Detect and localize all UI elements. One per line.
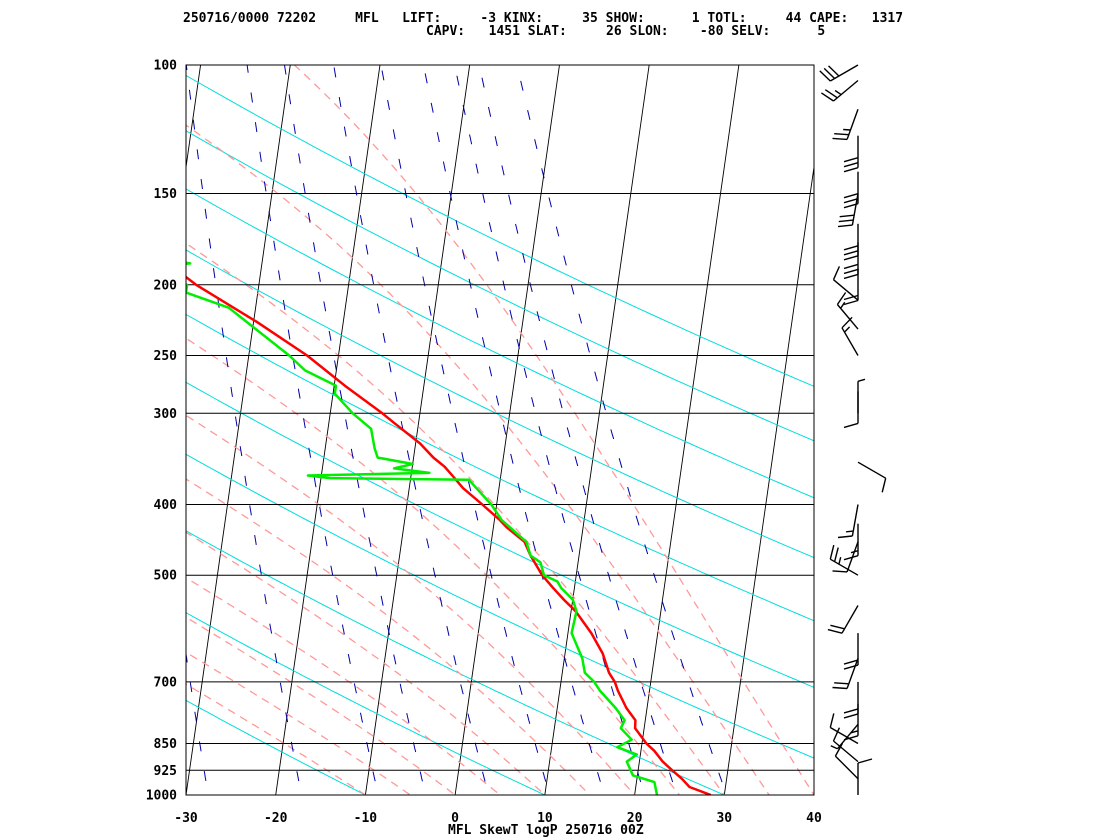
pressure-tick-labels: 100 150 200 250 300 400 500 700 850 925 1000 — [146, 59, 177, 804]
isotherm-line — [0, 49, 24, 811]
mixing-ratio-line — [422, 65, 605, 795]
wind-barb — [834, 743, 859, 780]
dry-adiabat-line — [186, 74, 814, 387]
temperature-tick-label: 10 — [537, 811, 553, 826]
dry-adiabat-line — [186, 530, 726, 795]
pressure-tick-label: 250 — [154, 349, 178, 364]
isotherm-line — [813, 791, 814, 795]
dry-adiabat-line — [186, 612, 547, 795]
wind-barb — [843, 523, 859, 561]
wind-barb — [829, 544, 859, 576]
wind-barb — [832, 727, 859, 763]
temperature-tick-labels: -30 -20 -10 0 10 20 30 40 — [174, 811, 822, 826]
isobars — [186, 64, 814, 796]
dry-adiabat-line — [186, 313, 814, 622]
wind-barb — [857, 461, 887, 493]
wind-barb — [836, 292, 859, 330]
dry-adiabat-line — [186, 794, 188, 795]
pressure-tick-label: 200 — [154, 278, 178, 293]
wind-barb — [857, 758, 873, 795]
wind-barb — [841, 316, 859, 356]
mixing-ratio-line — [186, 650, 209, 795]
header-line-1: 250716/0000 72202 MFL LIFT: -3 KINX: 35 … — [183, 11, 903, 26]
isotherm-line — [544, 65, 650, 795]
dry-adiabat-line — [186, 249, 814, 559]
pressure-tick-label: 1000 — [146, 789, 177, 804]
moist-adiabat-line — [186, 651, 412, 795]
isotherm-line — [275, 65, 381, 795]
moist-adiabat-line — [186, 337, 681, 795]
wind-barb — [832, 266, 859, 301]
sounding-profiles — [186, 261, 712, 795]
moist-adiabat-line — [186, 478, 591, 795]
wind-barb — [843, 135, 859, 173]
moist-adiabat-line — [186, 577, 502, 795]
wind-barb — [829, 713, 859, 745]
dewpoint-profile-line — [186, 261, 659, 795]
wind-barb — [819, 64, 859, 82]
dry-adiabat-line — [186, 188, 814, 499]
pressure-tick-label: 100 — [154, 59, 178, 74]
isotherm-line — [364, 65, 471, 795]
wind-barb — [857, 378, 866, 414]
wind-barb — [843, 171, 859, 209]
moist-adiabat-line — [186, 414, 636, 795]
pressure-tick-label: 925 — [154, 764, 177, 779]
temperature-profile-line — [186, 275, 712, 795]
pressure-tick-label: 850 — [154, 737, 178, 752]
isotherm-line — [186, 65, 202, 171]
wind-barb — [837, 193, 859, 228]
header-line-2: CAPV: 1451 SLAT: 26 SLON: -80 SELV: 5 — [426, 24, 825, 39]
temperature-tick-label: 0 — [451, 811, 459, 826]
wind-barb — [832, 658, 859, 690]
dry-adiabat-line — [186, 699, 367, 795]
wind-barb — [821, 79, 859, 102]
mixing-ratio-line — [283, 65, 427, 795]
mixing-ratio-line — [333, 65, 490, 795]
temperature-tick-label: 30 — [716, 811, 732, 826]
wind-barb — [832, 109, 859, 141]
moist-adiabat-line — [186, 124, 770, 795]
moist-adiabat-line — [186, 616, 457, 795]
dry-adiabat-line — [186, 453, 814, 759]
moist-adiabat-line — [186, 683, 367, 795]
pressure-tick-label: 300 — [154, 407, 178, 422]
mixing-ratio-line — [186, 65, 303, 795]
pressure-tick-label: 700 — [154, 675, 178, 690]
isotherm-line — [186, 65, 291, 795]
moist-adiabat-line — [186, 242, 726, 795]
temperature-tick-label: -10 — [354, 811, 378, 826]
temperature-tick-label: 40 — [806, 811, 822, 826]
dry-adiabat-line — [186, 381, 814, 688]
pressure-tick-label: 400 — [154, 498, 178, 513]
wind-barb — [830, 723, 859, 750]
dry-adiabat-line — [186, 130, 814, 442]
plot-border — [185, 64, 815, 796]
chart-caption: MFL SkewT logP 250716 00Z — [448, 823, 644, 838]
wind-barb — [843, 633, 859, 670]
pressure-tick-label: 150 — [154, 187, 178, 202]
isotherm-line — [723, 163, 814, 795]
wind-barb — [827, 605, 859, 634]
temperature-tick-label: 20 — [627, 811, 643, 826]
wind-barb — [843, 391, 859, 429]
wind-barbs — [819, 64, 887, 795]
wind-barb — [843, 681, 859, 719]
background-lines — [0, 49, 814, 811]
isotherm-line — [4, 49, 113, 811]
isotherm-line — [634, 65, 740, 795]
mixing-ratio-line — [516, 65, 728, 795]
temperature-tick-label: -20 — [264, 811, 288, 826]
wind-barb — [837, 504, 859, 539]
pressure-tick-label: 500 — [154, 569, 178, 584]
plot-frame — [185, 64, 815, 796]
wind-barb — [843, 223, 859, 261]
moist-adiabat-line — [293, 65, 814, 795]
moist-adiabat-line — [186, 531, 546, 795]
temperature-tick-label: -30 — [174, 811, 198, 826]
